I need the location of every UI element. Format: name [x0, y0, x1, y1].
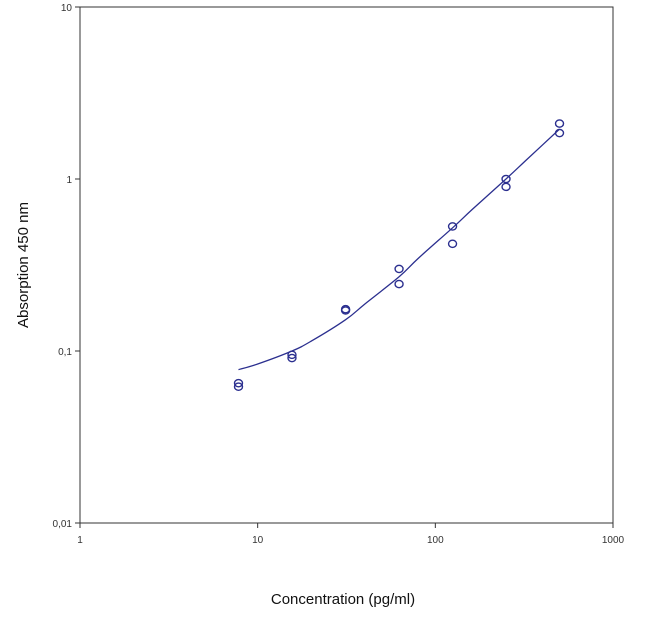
y-tick-label: 10	[61, 3, 73, 14]
plot-frame	[79, 6, 614, 524]
data-points	[233, 119, 565, 392]
data-point	[394, 264, 404, 274]
x-tick-label: 100	[427, 535, 444, 546]
y-tick-label: 0,01	[53, 519, 73, 530]
data-point	[233, 382, 244, 392]
data-point	[447, 239, 458, 249]
fit-curve-line	[238, 128, 560, 371]
fit-curve	[238, 128, 560, 371]
data-point	[340, 306, 351, 315]
y-axis-title: Absorption 450 nm	[15, 202, 32, 328]
y-tick-label: 0,1	[58, 347, 72, 358]
data-point	[233, 378, 244, 388]
y-axis: 0,01 0,1 1 10	[53, 3, 80, 530]
x-axis: 1 10 100 1000	[77, 523, 625, 546]
x-tick-label: 10	[252, 535, 264, 546]
x-tick-label: 1	[77, 535, 83, 546]
data-point	[287, 350, 297, 360]
data-point	[501, 182, 511, 192]
y-tick-label: 1	[66, 175, 72, 186]
data-point	[447, 222, 458, 231]
plot-border	[79, 6, 614, 524]
data-point	[554, 128, 565, 138]
data-point	[287, 353, 297, 363]
x-axis-title: Concentration (pg/ml)	[271, 591, 415, 608]
x-tick-label: 1000	[602, 535, 625, 546]
data-point	[394, 279, 404, 289]
data-point	[554, 119, 565, 128]
